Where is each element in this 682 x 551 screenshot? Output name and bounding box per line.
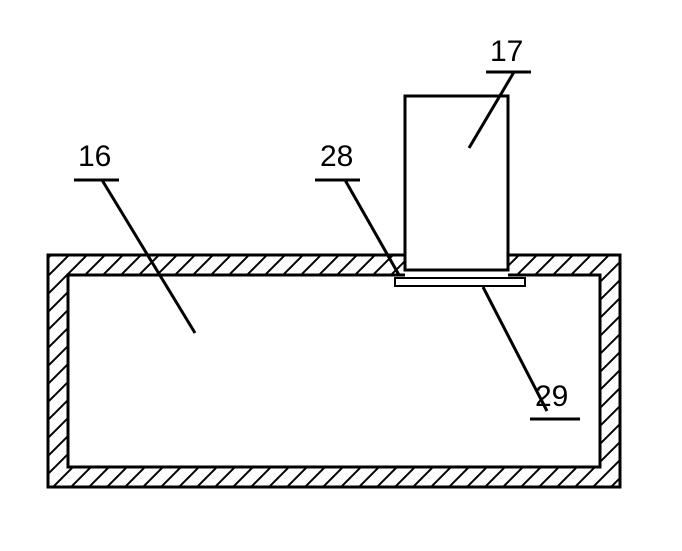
- label-16: 16: [78, 140, 111, 174]
- container-outline: [48, 255, 620, 487]
- container-wall: [48, 255, 620, 487]
- label-17: 17: [490, 35, 523, 69]
- part-17: [405, 96, 508, 270]
- label-29: 29: [535, 380, 568, 414]
- label-28: 28: [320, 140, 353, 174]
- diagram-svg: [0, 0, 682, 551]
- part-29: [395, 278, 525, 286]
